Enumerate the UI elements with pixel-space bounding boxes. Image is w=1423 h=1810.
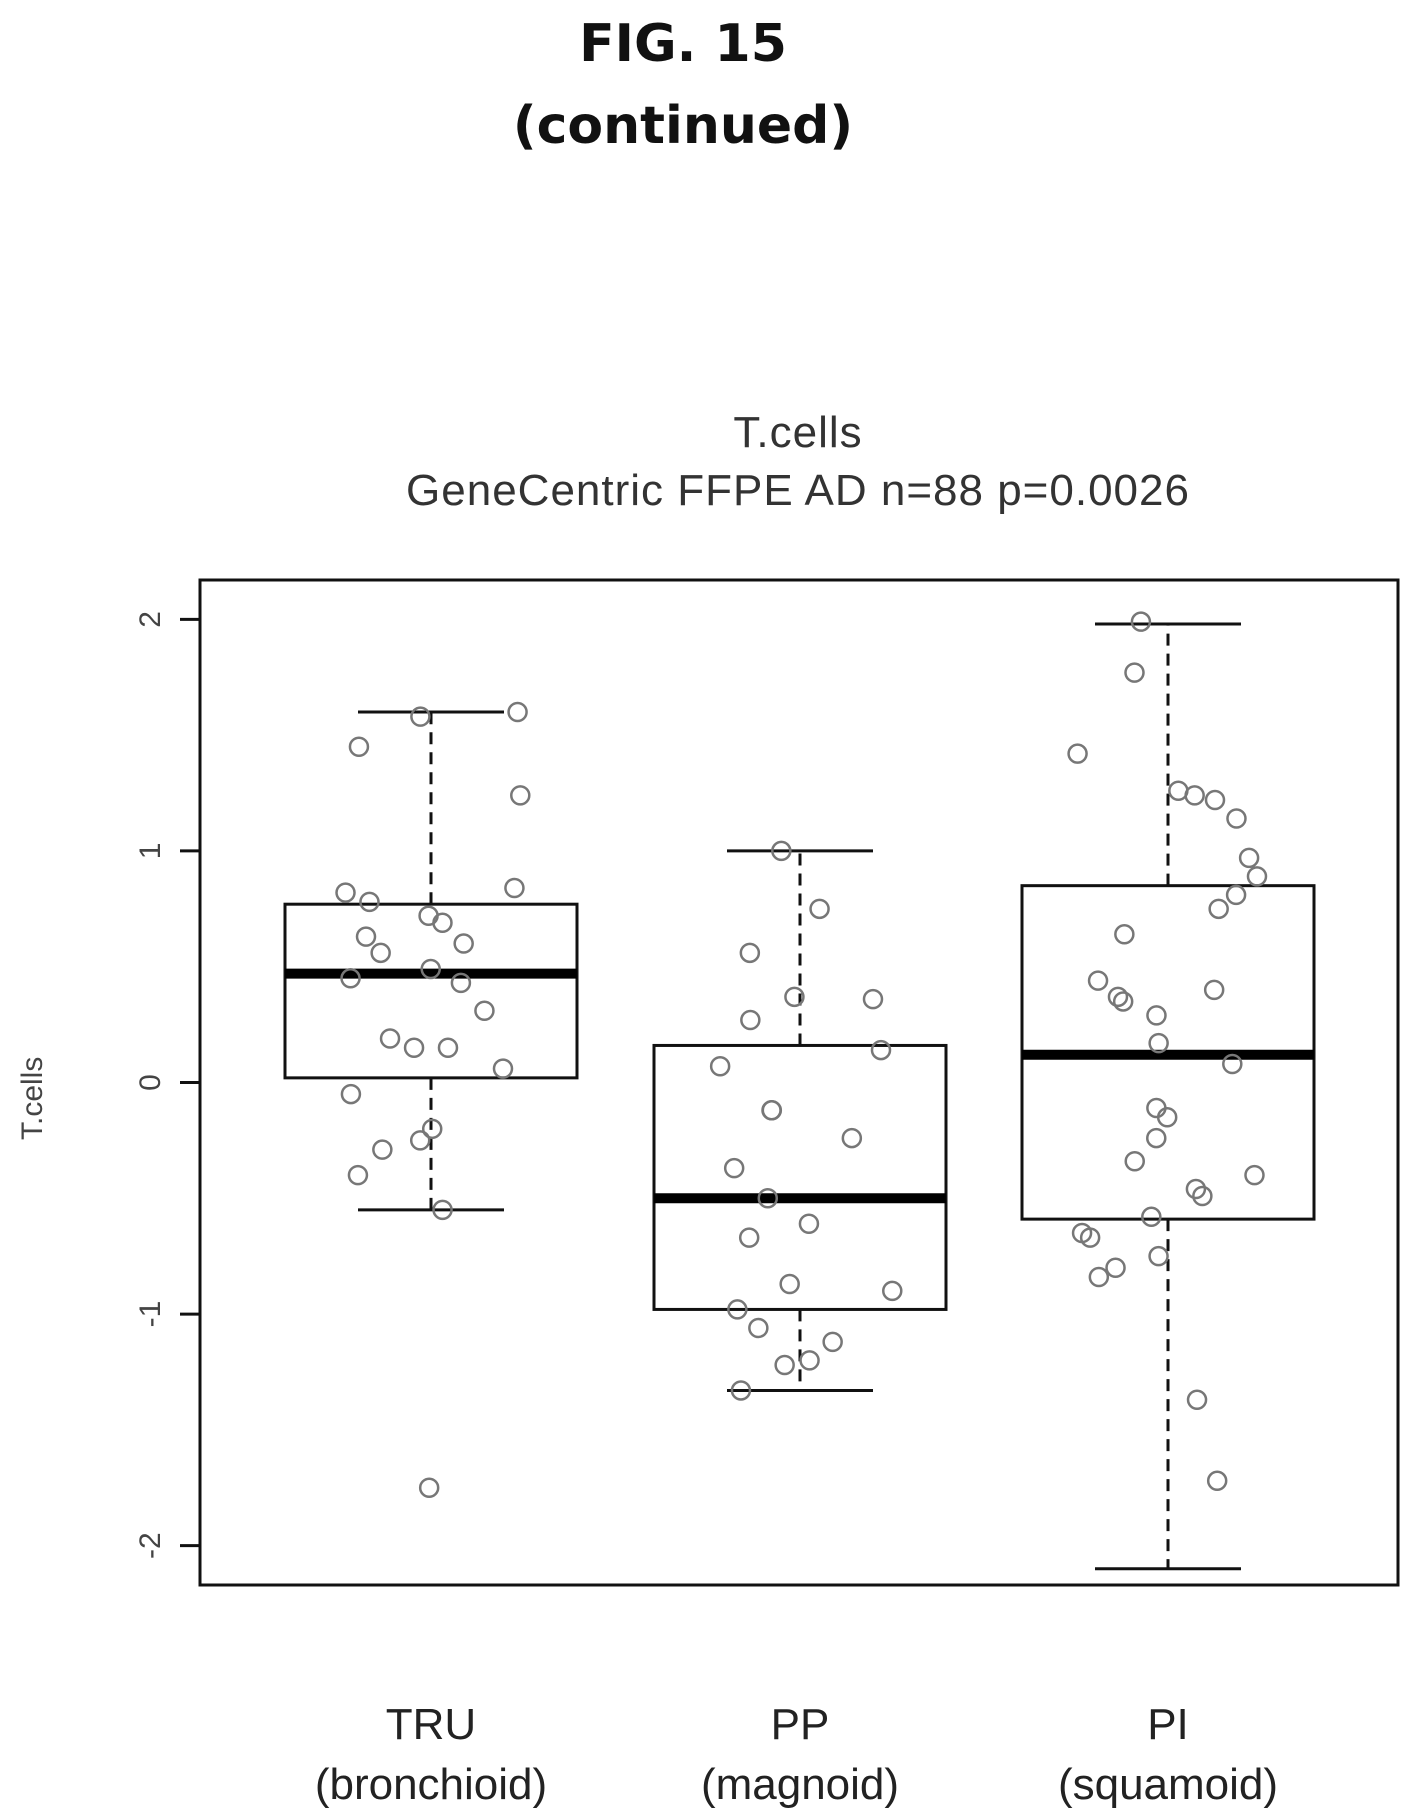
data-point [1146,1005,1167,1026]
chart-subtitle: GeneCentric FFPE AD n=88 p=0.0026 [406,466,1190,515]
data-point [340,968,361,989]
data-point [1168,780,1189,801]
data-point [723,1157,745,1179]
data-point [748,1317,769,1339]
data-point [862,988,884,1010]
data-point [841,1127,863,1149]
data-point [1208,898,1229,920]
category-label-pi: PI [1147,1700,1189,1749]
data-point [1186,1389,1208,1410]
category-sublabel-tru: (bronchioid) [314,1760,548,1809]
data-point [799,1350,820,1371]
data-point [1124,662,1145,683]
data-point [1146,1097,1167,1119]
data-point [450,972,472,994]
data-point [798,1213,820,1235]
data-point [504,877,525,899]
data-point [335,882,356,903]
data-point [410,706,431,727]
data-point [1067,743,1088,764]
data-point [403,1037,425,1059]
y-tick-label: 1 [134,843,167,860]
box [283,902,579,1080]
data-point [492,1058,514,1079]
data-point [1203,979,1225,1001]
data-point [372,1139,393,1160]
chart-title: T.cells [733,408,863,457]
data-point [761,1100,782,1121]
data-point [1114,924,1135,945]
data-point [870,1039,892,1061]
data-point [1071,1222,1093,1244]
category-label-tru: TRU [385,1700,477,1749]
data-point [347,1164,369,1186]
data-point [727,1299,748,1320]
data-point [1225,884,1247,906]
box [652,1043,948,1311]
data-point [420,958,441,980]
data-point [453,933,474,954]
data-point [507,701,528,723]
data-point [1112,991,1134,1012]
data-point [1185,1178,1207,1200]
data-point [1087,970,1109,991]
data-point [809,898,830,920]
data-point [739,942,761,964]
data-point [1204,789,1226,811]
data-point [1238,847,1260,869]
y-tick-label: -1 [134,1301,167,1328]
data-point [432,1199,453,1221]
category-sublabel-pi: (squamoid) [1057,1760,1279,1809]
data-point [1141,1206,1162,1228]
data-point [510,785,531,806]
data-point [882,1280,903,1302]
data-point [359,891,380,913]
category-label-pp: PP [770,1700,830,1749]
data-point [1206,1470,1228,1492]
data-point [784,986,805,1008]
data-point [1124,1150,1145,1172]
data-point [709,1056,731,1077]
data-point [774,1354,795,1376]
y-tick-label: 2 [134,611,167,628]
data-point [1148,1032,1169,1054]
data-point [740,1009,761,1031]
data-point [730,1380,752,1401]
data-point [1148,1245,1169,1267]
figure-title: FIG. 15 [579,14,787,74]
data-point [474,1000,495,1021]
data-point [771,840,792,862]
data-point [379,1028,401,1049]
data-point [1088,1266,1110,1288]
data-point [1222,1053,1243,1075]
data-point [757,1188,779,1209]
data-point [348,736,370,757]
data-point [738,1227,760,1248]
data-point [1130,611,1152,632]
data-point [370,942,391,964]
data-point [355,926,377,947]
data-point [418,1477,440,1498]
y-tick-label: -2 [134,1532,167,1559]
data-point [1226,808,1247,829]
data-point [1246,866,1268,887]
data-point [409,1130,431,1151]
data-point [1146,1127,1167,1149]
data-point [1105,1257,1126,1279]
data-point [421,1118,443,1140]
category-sublabel-pp: (magnoid) [700,1760,900,1809]
y-tick-label: 0 [134,1074,167,1091]
data-point [1192,1185,1213,1207]
figure-continued-label: (continued) [512,96,854,156]
data-point [340,1083,362,1105]
data-point [1107,986,1129,1008]
data-point [418,905,439,927]
data-point [1244,1164,1265,1186]
data-point [779,1273,800,1295]
data-point [822,1331,843,1353]
data-point [437,1037,459,1059]
